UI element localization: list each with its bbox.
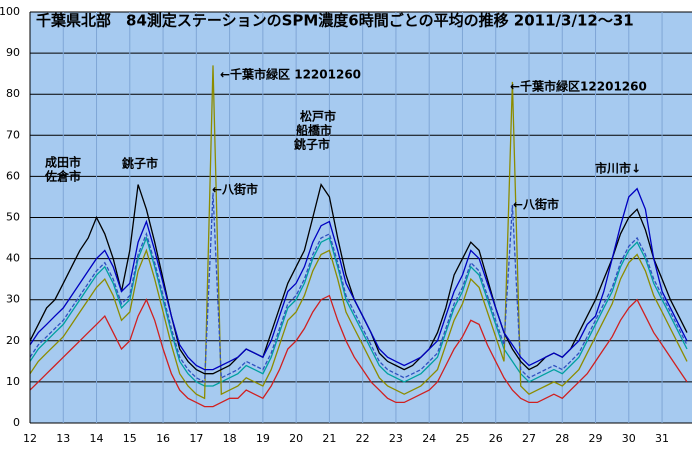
annotation: 船橋市 bbox=[296, 123, 332, 138]
x-tick-label: 15 bbox=[123, 432, 137, 445]
x-tick-label: 27 bbox=[522, 432, 536, 445]
y-tick-label: 40 bbox=[6, 252, 20, 265]
x-tick-label: 19 bbox=[256, 432, 270, 445]
y-tick-label: 70 bbox=[6, 128, 20, 141]
y-tick-label: 20 bbox=[6, 334, 20, 347]
series-line bbox=[29, 65, 688, 400]
x-tick-label: 22 bbox=[356, 432, 370, 445]
annotation: 成田市 bbox=[45, 155, 81, 170]
x-tick-label: 16 bbox=[156, 432, 170, 445]
series-line bbox=[29, 294, 688, 408]
y-tick-label: 90 bbox=[6, 46, 20, 59]
annotation: 松戸市 bbox=[300, 109, 336, 124]
series-line bbox=[29, 236, 688, 387]
x-tick-label: 30 bbox=[622, 432, 636, 445]
y-tick-label: 60 bbox=[6, 169, 20, 182]
x-tick-label: 21 bbox=[322, 432, 336, 445]
annotation: 銚子市 bbox=[122, 156, 158, 171]
y-tick-label: 100 bbox=[0, 5, 20, 18]
x-tick-label: 26 bbox=[489, 432, 503, 445]
x-tick-label: 23 bbox=[389, 432, 403, 445]
series-line bbox=[29, 192, 688, 383]
x-tick-label: 28 bbox=[555, 432, 569, 445]
y-tick-label: 30 bbox=[6, 293, 20, 306]
y-tick-label: 50 bbox=[6, 211, 20, 224]
x-tick-label: 17 bbox=[189, 432, 203, 445]
grid bbox=[29, 11, 692, 424]
chart-title: 千葉県北部 84測定ステーションのSPM濃度6時間ごとの平均の推移 2011/3… bbox=[36, 12, 634, 30]
x-tick-label: 18 bbox=[223, 432, 237, 445]
x-tick-label: 24 bbox=[422, 432, 436, 445]
annotation: 銚子市 bbox=[294, 137, 330, 152]
x-tick-label: 31 bbox=[655, 432, 669, 445]
annotation: ←千葉市緑区 12201260 bbox=[220, 67, 361, 82]
annotation: ←千葉市緑区12201260 bbox=[510, 79, 647, 94]
x-tick-label: 29 bbox=[589, 432, 603, 445]
x-tick-label: 12 bbox=[23, 432, 37, 445]
annotation: ←八街市 bbox=[513, 197, 559, 212]
y-tick-label: 10 bbox=[6, 375, 20, 388]
y-tick-label: 0 bbox=[13, 416, 20, 429]
x-tick-label: 13 bbox=[56, 432, 70, 445]
annotation: 佐倉市 bbox=[44, 169, 81, 184]
lines bbox=[29, 65, 688, 408]
annotation: 市川市↓ bbox=[595, 161, 641, 176]
y-tick-label: 80 bbox=[6, 87, 20, 100]
series-line bbox=[29, 187, 688, 371]
x-tick-label: 14 bbox=[90, 432, 104, 445]
annotation: ←八街市 bbox=[212, 182, 258, 197]
x-tick-label: 25 bbox=[455, 432, 469, 445]
x-tick-label: 20 bbox=[289, 432, 303, 445]
